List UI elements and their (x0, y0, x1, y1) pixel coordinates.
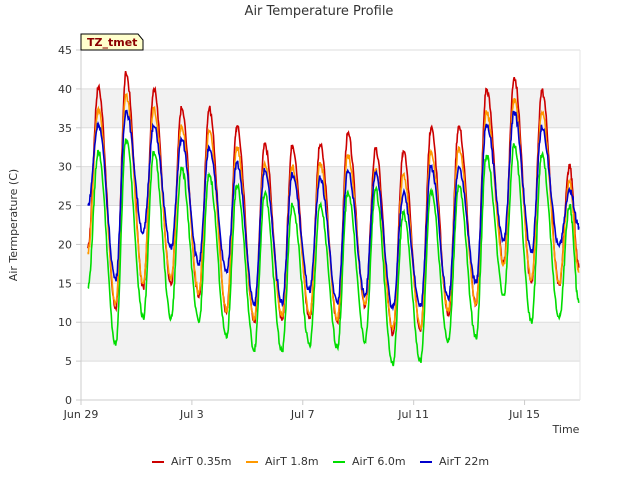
y-tick-label: 35 (58, 122, 72, 135)
y-tick-label: 15 (58, 277, 72, 290)
badge-label: TZ_tmet (87, 36, 137, 49)
series-lines (87, 70, 580, 367)
x-tick-label: Jul 15 (508, 408, 540, 421)
y-tick-label: 25 (58, 200, 72, 213)
x-tick-label: Jul 3 (179, 408, 204, 421)
y-tick-label: 45 (58, 44, 72, 57)
legend-item: AirT 6.0m (333, 455, 406, 468)
y-tick-labels: 0 5 10 15 20 25 30 35 40 45 (58, 44, 81, 407)
plot-background (81, 50, 580, 400)
legend-label: AirT 22m (439, 455, 489, 468)
legend-label: AirT 1.8m (265, 455, 319, 468)
legend: AirT 0.35m AirT 1.8m AirT 6.0m AirT 22m (152, 455, 489, 468)
badge-box (80, 33, 144, 51)
x-tick-label: Jul 11 (397, 408, 429, 421)
badge: TZ_tmet (80, 33, 144, 51)
legend-item: AirT 0.35m (152, 455, 232, 468)
chart-title: Air Temperature Profile (245, 4, 394, 19)
legend-item: AirT 22m (420, 455, 489, 468)
x-tick-label: Jun 29 (63, 408, 99, 421)
legend-item: AirT 1.8m (246, 455, 319, 468)
grid-band (81, 166, 580, 206)
x-tick-labels: Jun 29 Jul 3 Jul 7 Jul 11 Jul 15 (63, 400, 540, 421)
series-line-2 (87, 138, 580, 367)
y-tick-label: 30 (58, 161, 72, 174)
x-axis-label: Time (552, 423, 580, 436)
y-axis-label: Air Termperature (C) (7, 169, 20, 281)
series-line-3 (87, 109, 580, 312)
y-tick-label: 5 (65, 355, 72, 368)
y-tick-label: 10 (58, 316, 72, 329)
x-tick-label: Jul 7 (290, 408, 315, 421)
grid-band (81, 322, 580, 362)
y-tick-label: 40 (58, 83, 72, 96)
legend-label: AirT 0.35m (171, 455, 232, 468)
y-tick-label: 0 (65, 394, 72, 407)
y-tick-label: 20 (58, 238, 72, 251)
grid-band (81, 88, 580, 128)
axes (80, 50, 581, 401)
legend-label: AirT 6.0m (352, 455, 406, 468)
series-line-1 (87, 92, 580, 331)
